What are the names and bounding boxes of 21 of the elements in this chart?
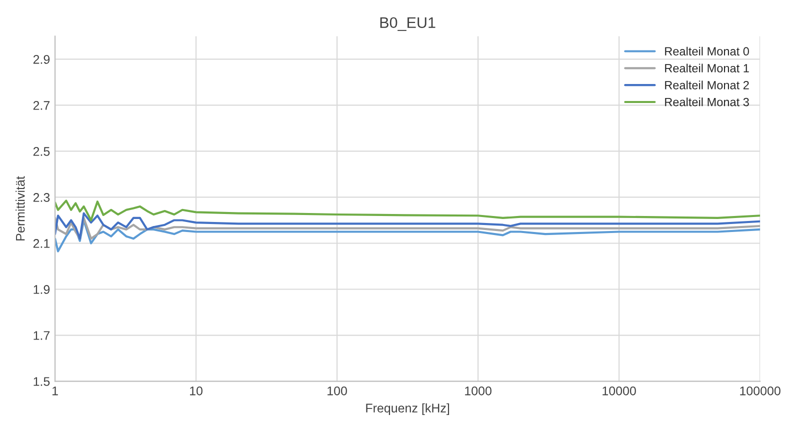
y-tick-label: 2.3 (33, 193, 50, 202)
y-tick-label: 1.7 (34, 331, 50, 340)
y-axis-title: Permittivität (16, 176, 25, 240)
y-tick-label: 2.5 (33, 147, 50, 156)
x-tick-label: 100000 (740, 386, 780, 396)
y-tick-label: 2.1 (33, 239, 50, 248)
legend-label: Realteil Monat 1 (665, 64, 749, 72)
x-tick-label: 100 (328, 386, 347, 396)
legend-label: Realteil Monat 0 (665, 46, 749, 56)
legend-label: Realteil Monat 3 (665, 98, 749, 106)
x-tick-label: 10 (190, 386, 202, 396)
chart-title: B0_EU1 (380, 17, 436, 31)
x-axis-title: Frequenz [kHz] (366, 403, 450, 415)
y-tick-label: 1.9 (34, 285, 50, 294)
y-tick-label: 1.5 (34, 377, 50, 386)
x-tick-label: 1000 (465, 386, 492, 396)
x-tick-label: 10000 (602, 386, 636, 396)
legend-label: Realteil Monat 2 (665, 80, 749, 90)
y-tick-label: 2.9 (33, 55, 50, 64)
y-tick-label: 2.7 (33, 101, 50, 110)
x-tick-label: 1 (52, 386, 58, 396)
